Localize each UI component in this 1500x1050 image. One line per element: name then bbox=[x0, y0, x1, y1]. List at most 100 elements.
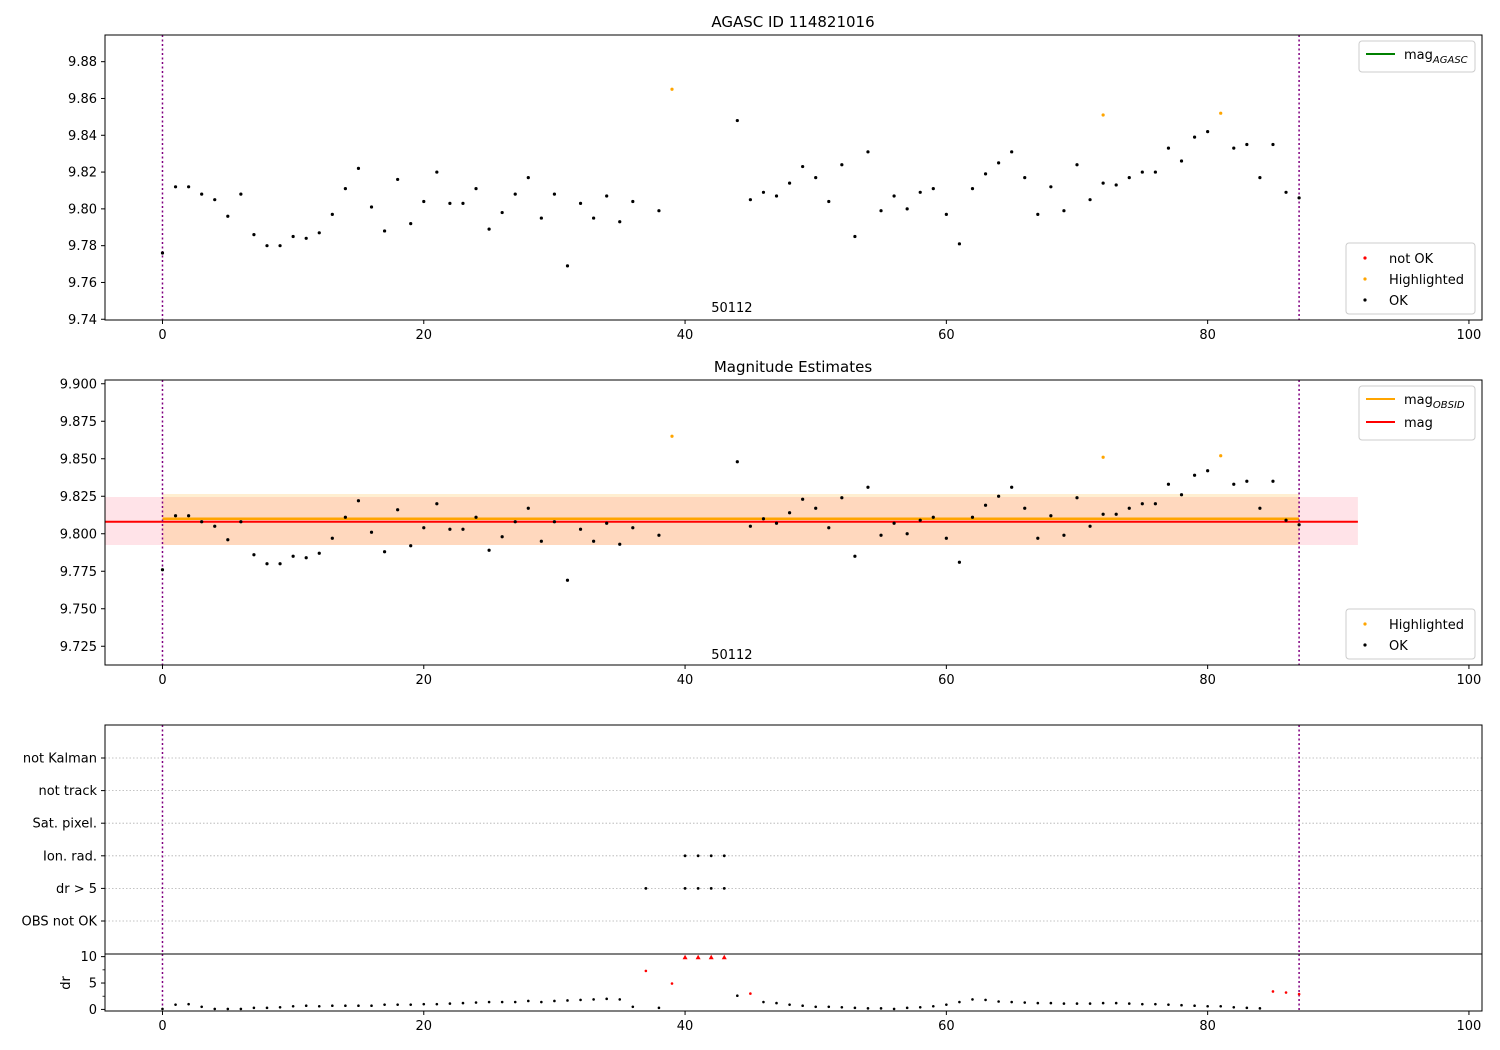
data-point bbox=[1036, 536, 1040, 540]
data-point bbox=[1101, 181, 1105, 185]
data-point bbox=[435, 502, 439, 506]
data-point bbox=[160, 251, 165, 255]
data-point bbox=[396, 1003, 399, 1006]
y-tick-label: 9.825 bbox=[60, 490, 97, 505]
data-point bbox=[866, 485, 870, 489]
data-point bbox=[553, 999, 556, 1003]
data-point bbox=[605, 997, 608, 1001]
data-point bbox=[814, 506, 818, 510]
x-tick-label: 60 bbox=[938, 673, 955, 688]
data-point bbox=[670, 434, 674, 438]
data-point bbox=[160, 568, 165, 572]
data-point bbox=[382, 229, 387, 233]
x-tick-label: 40 bbox=[677, 1019, 694, 1034]
panel-agasc-magnitude: AGASC ID 114821016 50112 0 20 40 60 80 100 9.74… bbox=[68, 13, 1483, 343]
data-point bbox=[866, 150, 870, 154]
y-tick-label: 9.88 bbox=[68, 55, 97, 70]
data-point bbox=[749, 992, 752, 995]
legend-point-swatch bbox=[1363, 277, 1367, 281]
data-point bbox=[1258, 175, 1262, 180]
data-point bbox=[304, 556, 308, 560]
data-point bbox=[1088, 198, 1092, 202]
data-point bbox=[1180, 1003, 1183, 1007]
data-point bbox=[735, 460, 739, 464]
data-point bbox=[487, 1000, 491, 1004]
data-point bbox=[879, 1007, 883, 1010]
data-point bbox=[1049, 185, 1053, 189]
data-point bbox=[578, 201, 583, 205]
data-point bbox=[1062, 1002, 1066, 1005]
y-tick-label: 9.78 bbox=[68, 239, 97, 254]
data-point bbox=[1284, 190, 1288, 194]
data-point bbox=[265, 562, 269, 566]
data-point bbox=[422, 1002, 426, 1006]
data-point bbox=[1219, 454, 1223, 458]
y-tick-label: 9.80 bbox=[68, 202, 97, 217]
data-point bbox=[1297, 992, 1301, 996]
data-point bbox=[461, 527, 465, 531]
data-point bbox=[1192, 473, 1197, 477]
data-point bbox=[461, 201, 465, 205]
data-point bbox=[357, 1004, 360, 1008]
data-point bbox=[1271, 142, 1275, 147]
y-tick-label: 9.800 bbox=[60, 527, 97, 542]
data-point bbox=[539, 216, 543, 220]
data-point bbox=[213, 198, 217, 202]
clipped-data-point bbox=[721, 954, 727, 960]
y-tick-label: 9.900 bbox=[60, 377, 97, 392]
flag-point bbox=[709, 887, 713, 890]
data-point bbox=[200, 520, 204, 524]
data-point bbox=[1284, 518, 1288, 522]
data-point bbox=[774, 521, 779, 525]
data-point bbox=[657, 209, 661, 213]
data-point bbox=[905, 207, 909, 211]
data-point bbox=[905, 532, 909, 536]
flag-point bbox=[709, 854, 713, 858]
clipped-data-point bbox=[708, 954, 714, 960]
panel-1-title: AGASC ID 114821016 bbox=[711, 13, 874, 31]
data-point bbox=[409, 544, 413, 548]
data-point bbox=[331, 1004, 334, 1008]
data-point bbox=[958, 1000, 961, 1004]
data-point bbox=[578, 527, 583, 531]
data-point bbox=[866, 1007, 870, 1010]
legend-entry-label: Highlighted bbox=[1389, 618, 1464, 633]
data-point bbox=[853, 1006, 857, 1010]
legend-entry-label: Highlighted bbox=[1389, 273, 1464, 288]
legend-entry-label: magOBSID bbox=[1404, 393, 1465, 411]
data-point bbox=[487, 227, 491, 231]
data-point bbox=[1179, 493, 1184, 497]
data-point bbox=[278, 562, 282, 566]
x-tick-label: 80 bbox=[1199, 1019, 1216, 1034]
data-point bbox=[265, 1006, 269, 1010]
data-point bbox=[787, 511, 792, 515]
x-tick-label: 20 bbox=[416, 328, 433, 343]
data-point bbox=[657, 1006, 661, 1010]
data-point bbox=[539, 539, 543, 543]
data-point bbox=[1075, 1002, 1079, 1005]
data-point bbox=[879, 533, 883, 537]
data-point bbox=[513, 520, 517, 524]
data-point bbox=[971, 998, 974, 1001]
data-point bbox=[1232, 482, 1236, 486]
panel-4-ylabel: dr bbox=[59, 976, 74, 990]
data-point bbox=[1192, 135, 1197, 139]
data-point bbox=[1127, 175, 1131, 180]
data-point bbox=[474, 515, 478, 519]
data-point bbox=[1101, 512, 1105, 516]
data-point bbox=[1114, 183, 1118, 187]
data-point bbox=[892, 1007, 896, 1011]
panel-2-point-legend bbox=[1345, 608, 1476, 660]
data-point bbox=[1258, 506, 1262, 510]
data-point bbox=[265, 244, 269, 248]
panel-dr: dr 0 20 40 60 80 100 0 5 10 bbox=[59, 950, 1483, 1034]
data-point bbox=[1088, 524, 1092, 528]
data-point bbox=[552, 192, 557, 196]
data-point bbox=[997, 161, 1001, 165]
data-point bbox=[396, 177, 400, 182]
data-point bbox=[997, 1000, 1000, 1003]
data-point bbox=[370, 1004, 373, 1008]
data-point bbox=[761, 190, 766, 194]
data-point bbox=[383, 1003, 386, 1006]
